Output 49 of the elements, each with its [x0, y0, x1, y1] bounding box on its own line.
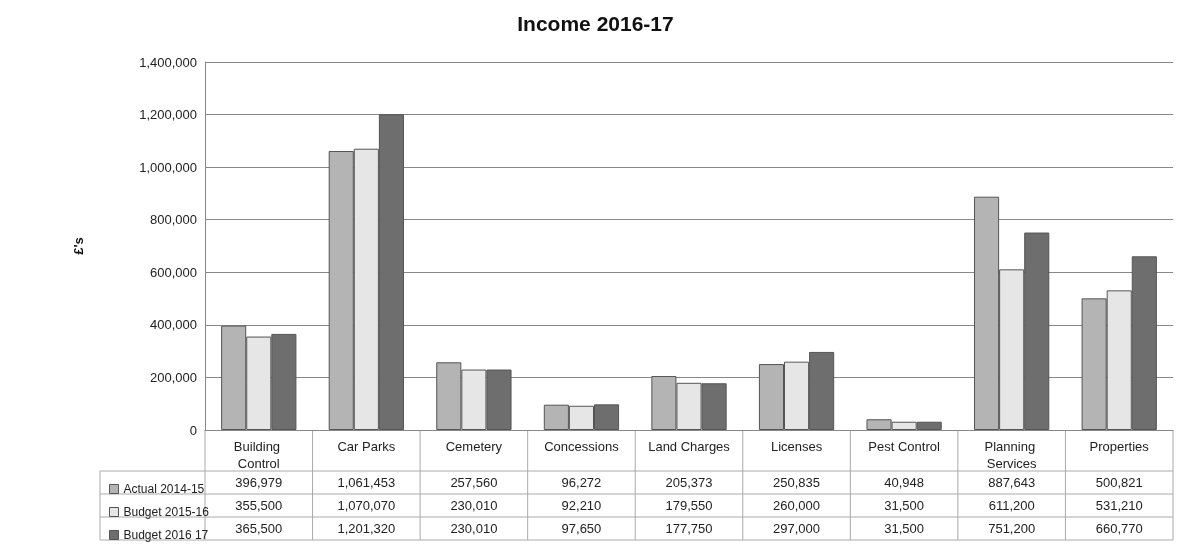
chart-title: Income 2016-17 — [517, 12, 674, 35]
data-label: 355,500 — [235, 498, 283, 513]
x-tick-label: Pest Control — [868, 439, 940, 454]
y-tick-label: 600,000 — [150, 264, 197, 280]
y-tick-label: 0 — [189, 422, 197, 438]
y-tick-label: 1,400,000 — [139, 54, 197, 70]
y-tick-label: 1,200,000 — [139, 107, 197, 123]
x-tick-label: Licenses — [770, 439, 823, 454]
data-label: 31,500 — [884, 521, 924, 536]
data-label: 257,560 — [450, 475, 498, 490]
data-label: 92,210 — [561, 498, 602, 513]
y-tick-label: 800,000 — [150, 212, 197, 228]
legend-label: Budget 2016 17 — [123, 528, 209, 542]
data-label: 611,200 — [988, 498, 1035, 513]
x-tick-label: Planning Services — [984, 439, 1039, 471]
data-label: 97,650 — [561, 521, 602, 536]
data-label: 250,835 — [773, 475, 821, 490]
data-label: 365,500 — [235, 521, 283, 536]
data-label: 660,770 — [1095, 521, 1143, 536]
y-tick-label: 200,000 — [150, 369, 197, 385]
data-label: 751,200 — [988, 521, 1036, 536]
data-label: 40,948 — [884, 475, 924, 490]
y-tick-label: 1,000,000 — [139, 159, 197, 175]
data-label: 1,070,070 — [337, 498, 396, 513]
data-label: 230,010 — [450, 498, 498, 513]
data-label: 1,201,320 — [337, 521, 396, 536]
data-label: 500,821 — [1095, 475, 1143, 490]
data-label: 396,979 — [235, 475, 283, 490]
data-label: 230,010 — [450, 521, 498, 536]
data-label: 1,061,453 — [337, 475, 396, 490]
data-label: 177,750 — [665, 521, 713, 536]
data-label: 887,643 — [988, 475, 1036, 490]
x-tick-label: Concessions — [544, 439, 620, 454]
data-label: 205,373 — [665, 475, 713, 490]
x-tick-label: Car Parks — [337, 439, 396, 454]
x-tick-label: Land Charges — [648, 439, 731, 454]
x-tick-label: Cemetery — [445, 439, 503, 454]
x-tick-label: Properties — [1089, 439, 1150, 454]
data-label: 531,210 — [1095, 498, 1143, 513]
x-tick-label: Building Control — [233, 439, 284, 471]
data-label: 179,550 — [665, 498, 713, 513]
y-axis-title: £'s — [71, 237, 86, 255]
data-label: 260,000 — [773, 498, 821, 513]
y-tick-label: 400,000 — [150, 317, 197, 333]
data-label: 297,000 — [773, 521, 821, 536]
data-label: 96,272 — [561, 475, 602, 490]
legend-label: Actual 2014-15 — [123, 482, 205, 496]
data-label: 31,500 — [884, 498, 924, 513]
legend-label: Budget 2015-16 — [123, 505, 210, 519]
